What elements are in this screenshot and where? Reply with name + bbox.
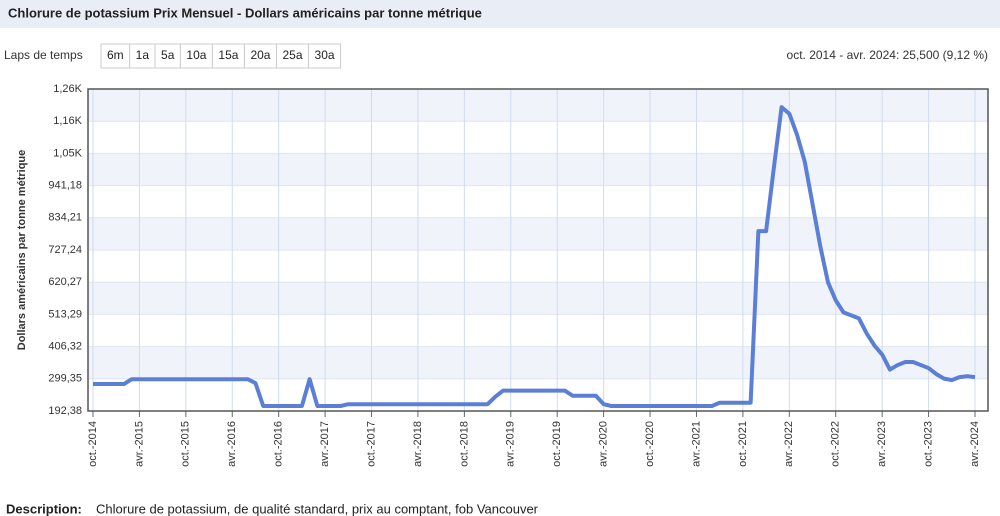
x-tick-label: avr.-2019 (505, 421, 517, 467)
plot-band (88, 346, 988, 379)
range-buttons: 6m 1a 5a 10a 15a 20a 25a 30a (100, 43, 342, 69)
description-text: Chlorure de potassium, de qualité standa… (96, 501, 539, 516)
range-summary: oct. 2014 - avr. 2024: 25,500 (9,12 %) (787, 48, 988, 62)
page-title: Chlorure de potassium Prix Mensuel - Dol… (8, 5, 482, 20)
y-tick-label: 1,26K (53, 83, 82, 95)
x-tick-label: oct.-2023 (922, 421, 934, 467)
x-tick-label: avr.-2020 (598, 421, 610, 467)
button-label[interactable]: 10a (186, 48, 206, 62)
y-tick-label: 1,05K (53, 147, 82, 159)
description-label: Description: (6, 501, 82, 516)
button-label[interactable]: 30a (315, 48, 335, 62)
button-label[interactable]: 5a (161, 48, 175, 62)
x-tick-label: oct.-2017 (365, 421, 377, 467)
x-tick-label: oct.-2018 (458, 421, 470, 467)
plot: 192,38 299,35 406,32 513,29 620,27 727,24 834,… (48, 83, 989, 467)
x-tick-label: oct.-2015 (180, 421, 192, 467)
button-label[interactable]: 20a (250, 48, 270, 62)
data-line (93, 105, 976, 408)
button-label[interactable]: 25a (282, 48, 302, 62)
button-bg[interactable] (243, 43, 277, 69)
button-label[interactable]: 15a (218, 48, 238, 62)
button-bg[interactable] (308, 43, 342, 69)
button-bg[interactable] (100, 43, 131, 69)
y-axis-title: Dollars américains par tonne métrique (16, 150, 28, 351)
x-tick-label: avr.-2024 (969, 421, 981, 467)
plot-border (87, 88, 989, 412)
y-tick-label: 941,18 (48, 180, 82, 192)
x-tick-label: oct.-2020 (644, 421, 656, 467)
range-button[interactable]: 6m (100, 43, 131, 69)
button-label[interactable]: 1a (136, 48, 150, 62)
x-tick-label: avr.-2023 (876, 421, 888, 467)
x-tick-label: oct.-2019 (551, 421, 563, 467)
range-button[interactable]: 25a (275, 43, 310, 69)
y-tick-label: 834,21 (48, 212, 82, 224)
button-bg[interactable] (179, 43, 213, 69)
range-button[interactable]: 15a (211, 43, 245, 69)
y-tick-label: 192,38 (48, 405, 82, 417)
y-tick-label: 1,16K (53, 115, 82, 127)
x-tick-label: avr.-2016 (226, 421, 238, 467)
header-bar (0, 0, 1000, 28)
range-button[interactable]: 5a (154, 43, 181, 69)
plot-band (88, 217, 988, 250)
x-tick-label: avr.-2022 (783, 421, 795, 467)
x-tick-label: avr.-2018 (412, 421, 424, 467)
y-tick-label: 406,32 (48, 341, 82, 353)
range-button[interactable]: 1a (129, 43, 156, 69)
range-button[interactable]: 30a (308, 43, 342, 69)
button-bg[interactable] (129, 43, 156, 69)
button-bg[interactable] (211, 43, 245, 69)
plot-band (88, 89, 988, 122)
x-tick-label: oct.-2014 (87, 421, 99, 467)
plot-band (88, 153, 988, 186)
button-bg[interactable] (154, 43, 181, 69)
y-tick-label: 620,27 (48, 276, 82, 288)
x-tick-label: avr.-2017 (319, 421, 331, 467)
y-tick-label: 299,35 (48, 373, 82, 385)
range-button[interactable]: 10a (179, 43, 213, 69)
x-tick-label: avr.-2015 (133, 421, 145, 467)
x-tick-label: avr.-2021 (690, 421, 702, 467)
range-label: Laps de temps (4, 48, 83, 62)
x-tick-label: oct.-2016 (273, 421, 285, 467)
range-button[interactable]: 20a (243, 43, 277, 69)
x-tick-label: oct.-2022 (830, 421, 842, 467)
plot-band (88, 282, 988, 315)
y-tick-label: 727,24 (48, 244, 82, 256)
button-label[interactable]: 6m (107, 48, 124, 62)
x-tick-label: oct.-2021 (737, 421, 749, 467)
y-tick-label: 513,29 (48, 308, 82, 320)
